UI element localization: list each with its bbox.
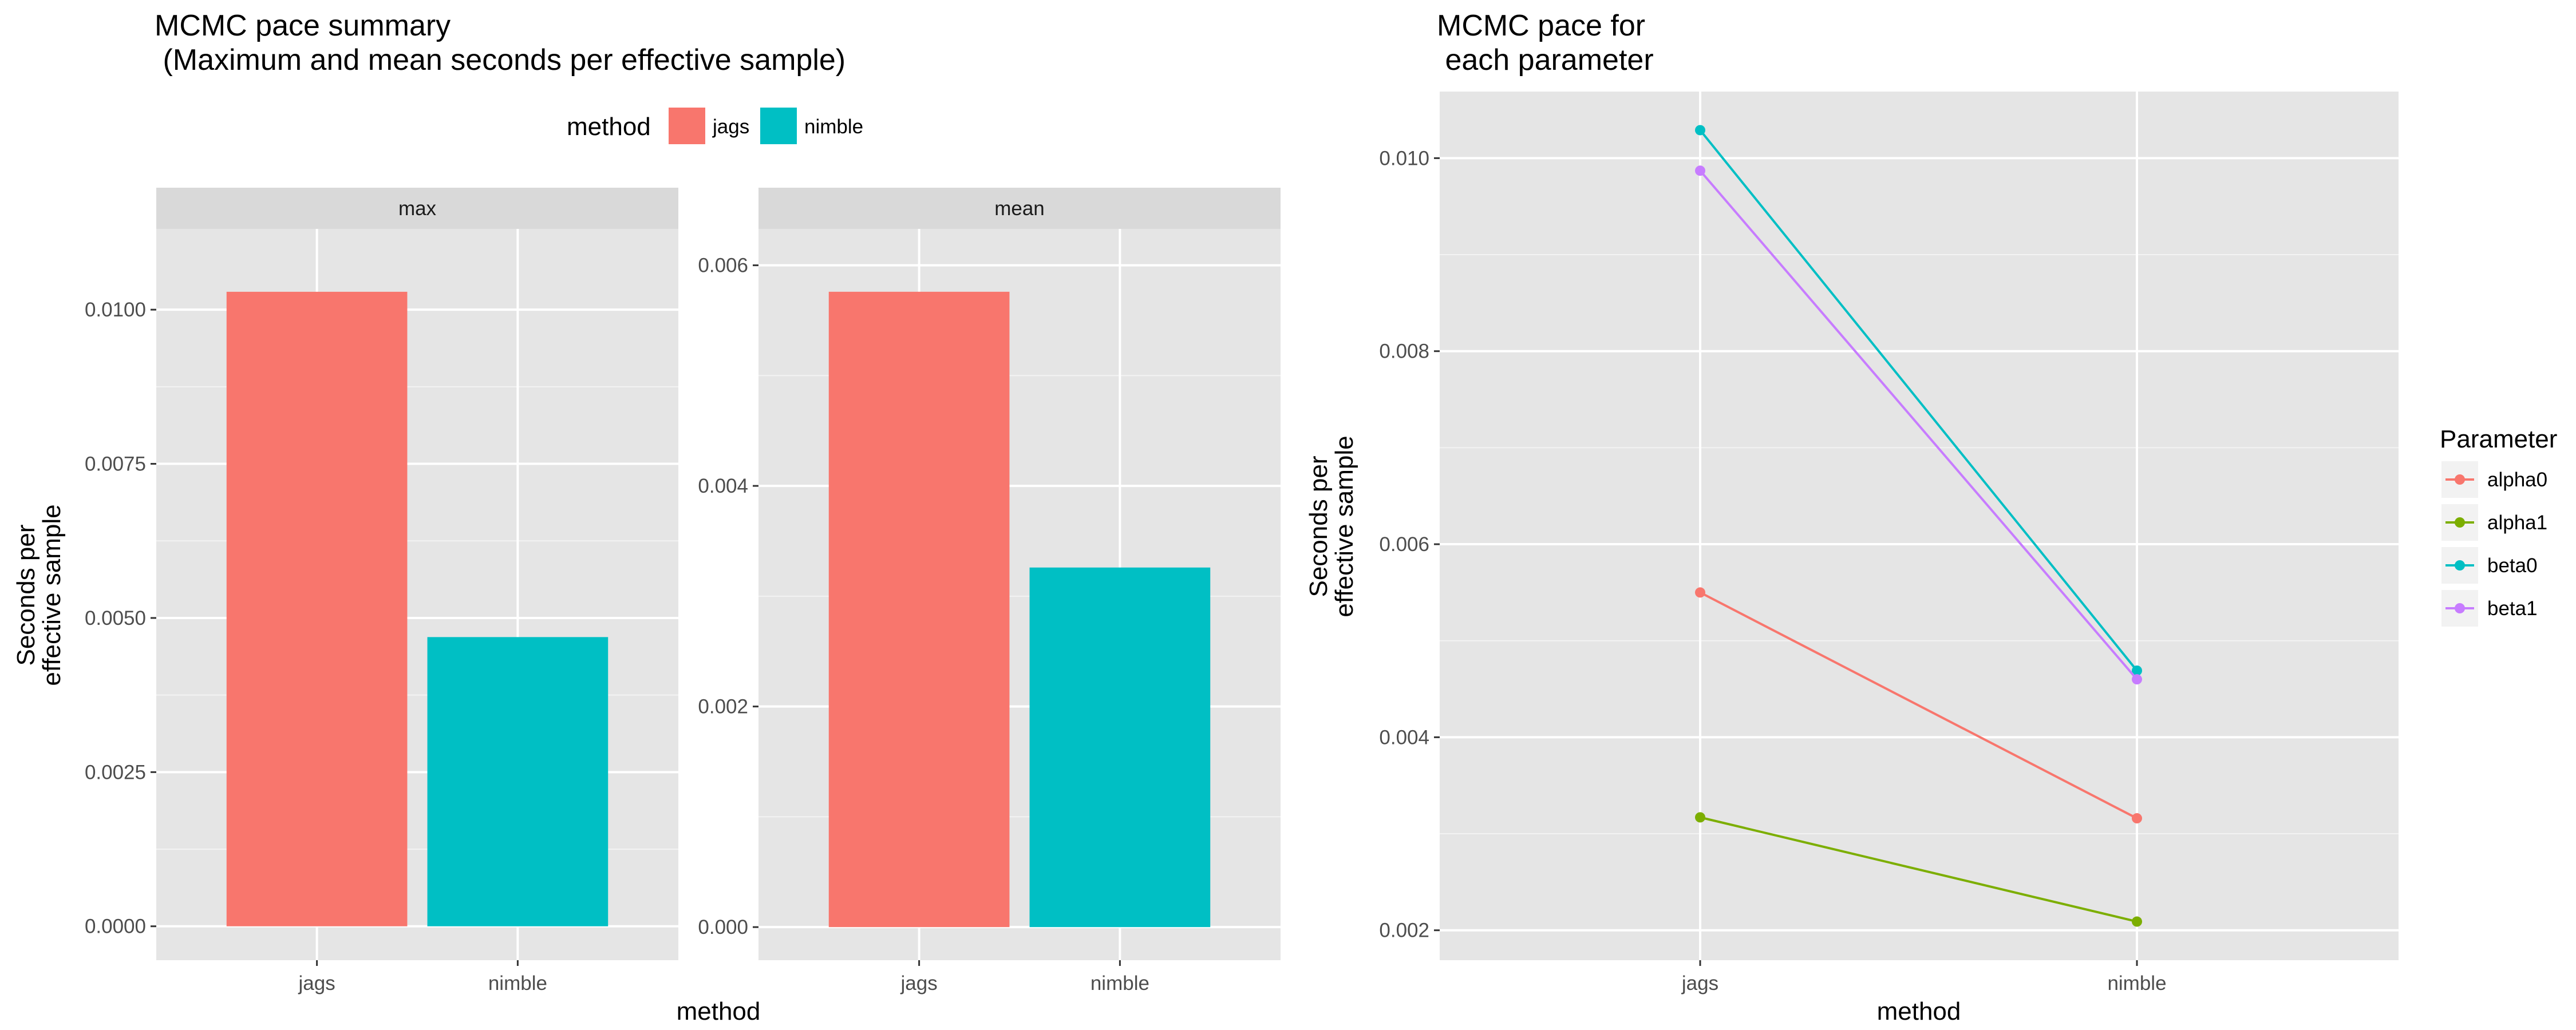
point-alpha1-nimble [2132, 916, 2142, 927]
x-axis-max: jags nimble [298, 960, 547, 995]
point-beta1-nimble [2132, 674, 2142, 685]
y-tick-label: 0.0050 [85, 607, 146, 629]
x-axis-mean: jags nimble [900, 960, 1149, 995]
y-tick-label: 0.002 [1379, 920, 1429, 942]
point-beta0-nimble [2132, 665, 2142, 676]
legend-label-beta0: beta0 [2487, 554, 2538, 577]
method-legend: method jags nimble [567, 108, 863, 144]
right-y-axis-title-line2: effective sample [1330, 435, 1358, 617]
bars-mean [828, 291, 1211, 928]
right-title-line2: each parameter [1437, 43, 1654, 77]
parameter-legend-keys: alpha0 alpha1 beta0 beta1 [2441, 461, 2547, 627]
parameter-legend-title: Parameter [2440, 425, 2557, 453]
y-axis-line: 0.002 0.004 0.006 0.008 0.010 [1379, 147, 1440, 942]
series-line-beta0 [1699, 129, 2138, 672]
point-beta0-jags [1695, 125, 1705, 136]
left-title-line1: MCMC pace summary [155, 9, 451, 42]
grid-line [1440, 92, 2399, 960]
right-y-axis-title-line1: Seconds per [1305, 455, 1333, 597]
strip-max [156, 188, 678, 229]
y-tick-label: 0.000 [698, 916, 748, 938]
series-line-alpha1 [1700, 816, 2138, 923]
facet-max: max 0.0000 0.0025 0.0050 0.0075 0.0100 jags n… [85, 188, 678, 995]
y-tick-label: 0.004 [1379, 726, 1429, 748]
legend-key-point-beta1 [2455, 603, 2465, 613]
x-tick-label: nimble [2107, 972, 2166, 995]
strip-mean [758, 188, 1281, 229]
left-y-axis-title-line1: Seconds per [12, 524, 40, 665]
legend-label-beta1: beta1 [2487, 597, 2538, 620]
panel-line [1440, 92, 2399, 960]
strip-label-mean: mean [994, 197, 1045, 220]
y-tick-label: 0.006 [1379, 533, 1429, 556]
legend-label-nimble: nimble [804, 116, 863, 138]
right-x-axis-title: method [1877, 997, 1961, 1025]
bar-max-nimble [427, 637, 609, 926]
y-tick-label: 0.006 [698, 255, 748, 277]
y-tick-label: 0.002 [698, 696, 748, 718]
x-tick-label: nimble [1091, 972, 1149, 995]
x-tick-label: jags [900, 972, 938, 995]
x-tick-label: jags [1681, 972, 1718, 995]
y-tick-label: 0.0025 [85, 761, 146, 783]
legend-key-point-alpha1 [2455, 517, 2465, 528]
y-tick-label: 0.004 [698, 475, 748, 497]
legend-key-point-beta0 [2455, 560, 2465, 571]
y-tick-label: 0.0075 [85, 453, 146, 476]
left-title-line2: (Maximum and mean seconds per effective … [155, 43, 846, 77]
bar-mean-nimble [1029, 567, 1211, 928]
left-y-axis-title-line2: effective sample [38, 504, 66, 686]
bar-max-jags [226, 291, 408, 926]
left-x-axis-title: method [677, 997, 761, 1025]
point-beta1-jags [1695, 165, 1705, 176]
legend-key-point-alpha0 [2455, 474, 2465, 485]
y-axis-mean: 0.000 0.002 0.004 0.006 [698, 255, 758, 938]
point-alpha1-jags [1695, 812, 1705, 823]
y-tick-label: 0.0100 [85, 299, 146, 321]
y-tick-label: 0.0000 [85, 916, 146, 938]
x-tick-label: jags [298, 972, 335, 995]
legend-label-alpha1: alpha1 [2487, 512, 2547, 534]
legend-key-jags [669, 108, 705, 144]
legend-label-alpha0: alpha0 [2487, 469, 2547, 491]
parameter-legend: Parameter alpha0 alpha1 beta0 beta1 [2440, 425, 2557, 627]
x-tick-label: nimble [488, 972, 547, 995]
point-alpha0-jags [1695, 587, 1705, 598]
strip-label-max: max [398, 197, 437, 220]
series-line-beta1 [1699, 170, 2138, 680]
series-line-alpha0 [1700, 591, 2138, 819]
point-alpha0-nimble [2132, 813, 2142, 824]
x-axis-line: jags nimble [1681, 960, 2167, 995]
y-tick-label: 0.008 [1379, 340, 1429, 363]
series-lines [1695, 125, 2142, 927]
y-axis-max: 0.0000 0.0025 0.0050 0.0075 0.0100 [85, 299, 156, 938]
line-chart: 0.002 0.004 0.006 0.008 0.010 jags nimble [1379, 92, 2399, 995]
method-legend-title: method [567, 113, 651, 141]
legend-key-nimble [760, 108, 797, 144]
bars-max [226, 291, 609, 926]
y-tick-label: 0.010 [1379, 147, 1429, 169]
bar-mean-jags [828, 291, 1010, 928]
facet-mean: mean 0.000 0.002 0.004 0.006 jags nimble [698, 188, 1281, 995]
legend-label-jags: jags [712, 116, 749, 138]
right-title-line1: MCMC pace for [1437, 9, 1645, 42]
